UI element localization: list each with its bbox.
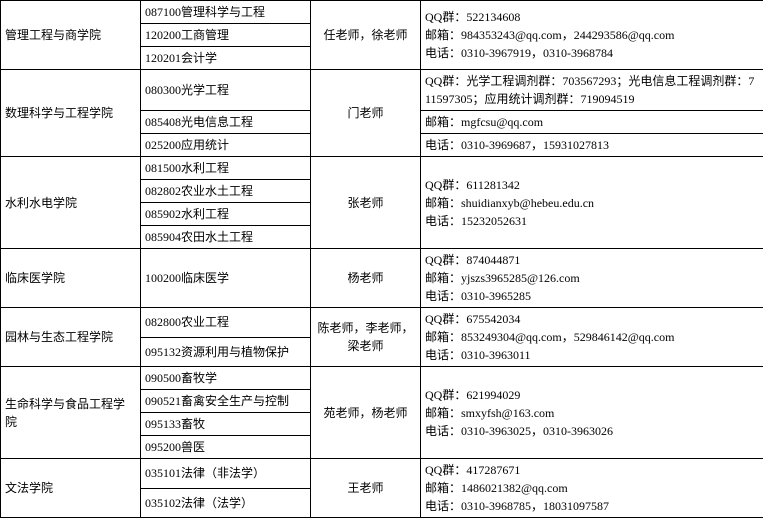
program-cell: 087100管理科学与工程	[141, 1, 311, 24]
program-cell: 095200兽医	[141, 436, 311, 459]
contact-cell: 电话：0310-3969687，15931027813	[421, 134, 763, 157]
table-row: 管理工程与商学院087100管理科学与工程任老师，徐老师QQ群：52213460…	[1, 1, 763, 24]
college-cell: 数理科学与工程学院	[1, 70, 141, 157]
teacher-cell: 王老师	[311, 459, 421, 518]
program-cell: 081500水利工程	[141, 157, 311, 180]
table-row: 临床医学院100200临床医学杨老师QQ群：874044871邮箱：yjszs3…	[1, 249, 763, 308]
program-cell: 082802农业水土工程	[141, 180, 311, 203]
program-cell: 100200临床医学	[141, 249, 311, 308]
college-cell: 临床医学院	[1, 249, 141, 308]
college-cell: 管理工程与商学院	[1, 1, 141, 70]
table-row: 生命科学与食品工程学院090500畜牧学苑老师，杨老师QQ群：621994029…	[1, 367, 763, 390]
program-cell: 090500畜牧学	[141, 367, 311, 390]
program-cell: 035102法律（法学）	[141, 488, 311, 518]
program-cell: 080300光学工程	[141, 70, 311, 111]
teacher-cell: 苑老师，杨老师	[311, 367, 421, 459]
program-cell: 120200工商管理	[141, 24, 311, 47]
college-cell: 水利水电学院	[1, 157, 141, 249]
program-cell: 095133畜牧	[141, 413, 311, 436]
contact-cell: QQ群：417287671邮箱：1486021382@qq.com电话：0310…	[421, 459, 763, 518]
contact-cell: QQ群：874044871邮箱：yjszs3965285@126.com电话：0…	[421, 249, 763, 308]
college-cell: 文法学院	[1, 459, 141, 518]
program-cell: 085408光电信息工程	[141, 111, 311, 134]
program-cell: 090521畜禽安全生产与控制	[141, 390, 311, 413]
program-cell: 085902水利工程	[141, 203, 311, 226]
contact-cell: 邮箱：mgfcsu@qq.com	[421, 111, 763, 134]
contact-cell: QQ群：675542034邮箱：853249304@qq.com，5298461…	[421, 308, 763, 367]
program-cell: 025200应用统计	[141, 134, 311, 157]
program-cell: 085904农田水土工程	[141, 226, 311, 249]
program-cell: 095132资源利用与植物保护	[141, 337, 311, 367]
contact-cell: QQ群：611281342邮箱：shuidianxyb@hebeu.edu.cn…	[421, 157, 763, 249]
table-row: 水利水电学院081500水利工程张老师QQ群：611281342邮箱：shuid…	[1, 157, 763, 180]
college-cell: 生命科学与食品工程学院	[1, 367, 141, 459]
teacher-cell: 门老师	[311, 70, 421, 157]
contact-cell: QQ群：522134608邮箱：984353243@qq.com，2442935…	[421, 1, 763, 70]
table-row: 园林与生态工程学院082800农业工程陈老师，李老师，梁老师QQ群：675542…	[1, 308, 763, 338]
program-cell: 120201会计学	[141, 47, 311, 70]
table-row: 文法学院035101法律（非法学）王老师QQ群：417287671邮箱：1486…	[1, 459, 763, 489]
table-row: 数理科学与工程学院080300光学工程门老师QQ群：光学工程调剂群：703567…	[1, 70, 763, 111]
teacher-cell: 杨老师	[311, 249, 421, 308]
teacher-cell: 陈老师，李老师，梁老师	[311, 308, 421, 367]
contact-cell: QQ群：光学工程调剂群：703567293；光电信息工程调剂群：71159730…	[421, 70, 763, 111]
program-cell: 082800农业工程	[141, 308, 311, 338]
program-cell: 035101法律（非法学）	[141, 459, 311, 489]
teacher-cell: 张老师	[311, 157, 421, 249]
schedule-table: 管理工程与商学院087100管理科学与工程任老师，徐老师QQ群：52213460…	[0, 0, 763, 518]
contact-cell: QQ群：621994029邮箱：smxyfsh@163.com电话：0310-3…	[421, 367, 763, 459]
teacher-cell: 任老师，徐老师	[311, 1, 421, 70]
college-cell: 园林与生态工程学院	[1, 308, 141, 367]
